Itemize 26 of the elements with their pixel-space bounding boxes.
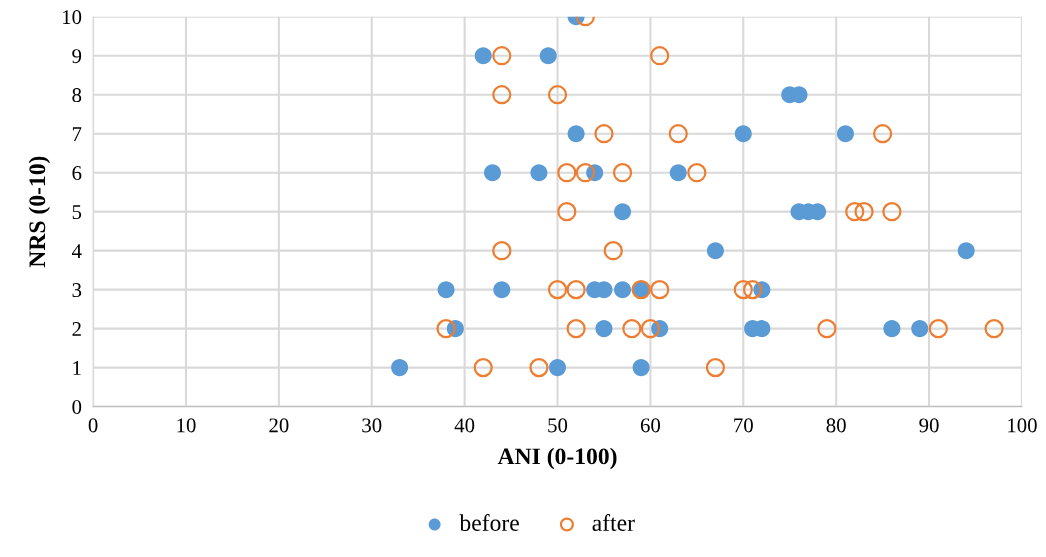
y-tick-label: 1	[73, 361, 81, 375]
x-tick-label: 20	[269, 418, 289, 433]
x-tick-label: 60	[640, 418, 661, 433]
y-tick-label: 3	[72, 283, 82, 298]
x-axis-title: ANI (0-100)	[497, 447, 617, 470]
x-tick-label: 50	[548, 418, 568, 433]
x-tick-label: 40	[454, 418, 475, 433]
y-tick-label: 4	[71, 244, 82, 258]
y-tick-label: 9	[72, 49, 82, 64]
y-axis-title: NRS (0-10)	[28, 156, 51, 268]
y-tick-label: 7	[72, 127, 82, 141]
legend-label: before	[459, 514, 519, 531]
x-tick-label: 70	[734, 418, 753, 433]
x-tick-label: 100	[1008, 418, 1037, 433]
x-tick-label: 0	[88, 418, 98, 433]
x-tick-label: 30	[362, 418, 382, 433]
x-tick-label: 90	[919, 418, 939, 433]
legend-label: after	[592, 514, 635, 531]
y-tick-label: 5	[72, 205, 82, 220]
y-tick-label: 8	[72, 88, 82, 103]
x-tick-label: 80	[826, 418, 846, 433]
y-tick-label: 0	[72, 399, 82, 415]
y-tick-label: 10	[62, 10, 82, 25]
x-tick-label: 10	[177, 418, 196, 433]
y-tick-label: 6	[72, 166, 82, 181]
y-tick-label: 2	[72, 322, 81, 336]
